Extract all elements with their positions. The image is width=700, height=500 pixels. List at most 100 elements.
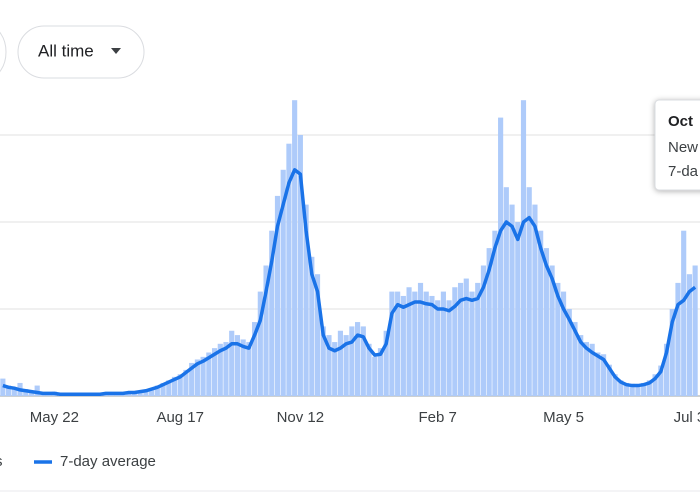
bar [372, 356, 378, 396]
bar [560, 291, 567, 396]
bar [658, 365, 664, 396]
tooltip-line: New [668, 139, 698, 156]
bar [166, 380, 172, 396]
bar [263, 265, 269, 396]
bar [475, 282, 481, 396]
bar [686, 274, 692, 396]
bar [629, 383, 635, 396]
bar [669, 309, 675, 396]
bar [583, 342, 590, 396]
bar [320, 326, 326, 396]
bar [457, 282, 464, 396]
bar [252, 322, 258, 396]
bar [11, 387, 17, 396]
bar [286, 143, 292, 396]
x-tick-label: Aug 17 [156, 409, 204, 426]
bar [549, 265, 555, 396]
bar [520, 100, 527, 396]
bar [435, 300, 441, 396]
line [2, 168, 697, 397]
bar [446, 300, 452, 396]
bar [6, 385, 12, 396]
bar [269, 230, 275, 396]
bar [206, 352, 212, 396]
bar [177, 374, 183, 396]
bar [417, 282, 424, 396]
x-tick-label: Nov 12 [277, 409, 325, 426]
bar [234, 335, 241, 396]
dropdown-arrow [111, 48, 121, 54]
bar [646, 380, 652, 396]
bar [257, 291, 263, 396]
bar [526, 187, 532, 396]
bar [601, 354, 607, 396]
bar [480, 265, 487, 396]
bar [555, 282, 561, 396]
bar [395, 291, 401, 396]
bar [160, 382, 166, 396]
bar [681, 230, 687, 396]
bar [515, 222, 521, 396]
bar [183, 369, 189, 396]
tooltip: Oct New 7-da [654, 99, 700, 191]
bar [635, 384, 641, 396]
filter-button[interactable] [0, 26, 7, 78]
bar [292, 100, 298, 396]
bar [400, 295, 406, 396]
bar [663, 343, 670, 396]
bar [223, 342, 229, 396]
bar [280, 169, 286, 396]
bar [366, 343, 372, 396]
legend: s 7-day average [0, 453, 156, 470]
bar [171, 376, 178, 396]
bar [595, 352, 601, 396]
bar [463, 278, 469, 396]
bar [217, 343, 223, 396]
bar [532, 204, 538, 396]
bar [389, 291, 395, 396]
range-button[interactable]: All time [17, 25, 145, 79]
bar [566, 309, 572, 396]
bar [337, 330, 343, 396]
tooltip-title: Oct [668, 113, 693, 130]
bar [343, 335, 349, 396]
bar [652, 374, 658, 396]
bar [423, 291, 429, 396]
x-tick-label: Jul 3 [674, 409, 700, 426]
bar [332, 342, 338, 396]
x-tick-label: May 5 [543, 409, 584, 426]
bar [452, 287, 458, 396]
legend-label: 7-day average [60, 453, 156, 470]
bar [572, 322, 578, 396]
bar [377, 348, 384, 396]
bar [229, 330, 235, 396]
range-button-frame[interactable] [17, 25, 145, 79]
bar [469, 291, 475, 396]
bar [641, 382, 647, 396]
bar [200, 356, 206, 396]
bar [314, 274, 321, 396]
tooltip-box [654, 99, 700, 191]
bar [303, 204, 309, 396]
bar [543, 248, 549, 396]
bar [326, 335, 332, 396]
bar [149, 388, 155, 396]
legend-label: s [0, 453, 3, 470]
bar [492, 230, 498, 396]
bar [246, 342, 252, 396]
plot: May 22 Aug 17 Nov 12 Feb 7 May 5 Jul 3 [0, 100, 700, 426]
x-tick-label: Feb 7 [419, 409, 457, 426]
bar [194, 359, 200, 396]
bar [538, 230, 544, 396]
bar [154, 385, 160, 396]
bar [509, 204, 515, 396]
bar [589, 343, 595, 396]
bar [486, 248, 492, 396]
range-button-label[interactable]: All time [38, 41, 94, 60]
bar [349, 326, 355, 396]
bar [189, 362, 195, 396]
bar [309, 256, 315, 396]
bar [412, 291, 418, 396]
bar [211, 348, 218, 396]
